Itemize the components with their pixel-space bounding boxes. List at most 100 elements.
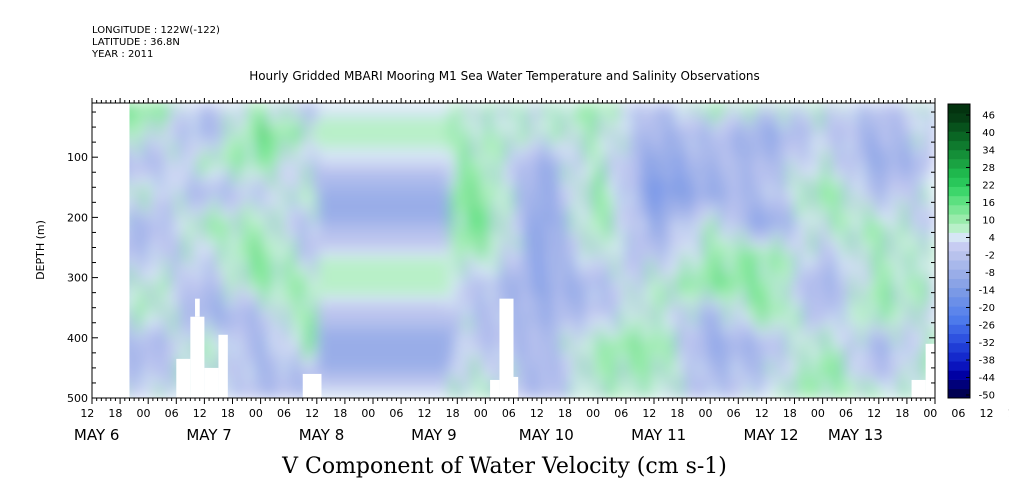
- heatmap-cell: [773, 353, 782, 362]
- heatmap-cell: [260, 375, 269, 384]
- heatmap-cell: [387, 176, 395, 185]
- heatmap-cell: [443, 132, 451, 141]
- heatmap-cell: [183, 265, 191, 274]
- heatmap-cell: [766, 316, 775, 325]
- heatmap-cell: [927, 198, 935, 207]
- heatmap-cell: [330, 331, 339, 340]
- heatmap-cell: [492, 169, 501, 178]
- heatmap-cell: [141, 117, 149, 126]
- heatmap-cell: [534, 147, 543, 156]
- heatmap-cell: [745, 309, 753, 318]
- heatmap-cell: [134, 287, 142, 296]
- heatmap-cell: [365, 324, 374, 333]
- heatmap-cell: [794, 154, 803, 163]
- heatmap-cell: [794, 198, 803, 207]
- heatmap-cell: [752, 139, 760, 148]
- heatmap-cell: [654, 294, 662, 303]
- heatmap-cell: [141, 191, 149, 200]
- heatmap-cell: [134, 361, 142, 370]
- heatmap-cell: [309, 184, 318, 193]
- heatmap-cell: [773, 235, 782, 244]
- heatmap-cell: [724, 361, 732, 370]
- heatmap-cell: [808, 302, 817, 311]
- heatmap-cell: [204, 302, 213, 311]
- heatmap-cell: [478, 250, 487, 259]
- heatmap-cell: [373, 125, 381, 134]
- heatmap-cell: [274, 228, 283, 237]
- heatmap-cell: [478, 331, 487, 340]
- heatmap-cell: [183, 132, 191, 141]
- heatmap-cell: [520, 221, 529, 229]
- heatmap-cell: [127, 390, 135, 398]
- heatmap-cell: [358, 169, 367, 178]
- heatmap-cell: [239, 243, 248, 252]
- heatmap-cell: [724, 339, 732, 347]
- heatmap-cell: [892, 361, 901, 370]
- heatmap-cell: [513, 339, 522, 347]
- heatmap-cell: [675, 125, 683, 134]
- heatmap-cell: [745, 339, 753, 347]
- heatmap-cell: [927, 206, 935, 215]
- heatmap-cell: [668, 272, 676, 281]
- heatmap-cell: [429, 139, 437, 148]
- heatmap-cell: [148, 309, 156, 318]
- heatmap-cell: [295, 353, 304, 362]
- heatmap-cell: [801, 324, 810, 333]
- heatmap-cell: [387, 221, 395, 229]
- heatmap-cell: [443, 265, 451, 274]
- heatmap-cell: [555, 375, 564, 384]
- heatmap-cell: [759, 316, 768, 325]
- heatmap-cell: [288, 117, 297, 126]
- heatmap-cell: [141, 302, 149, 311]
- heatmap-cell: [541, 390, 550, 398]
- heatmap-cell: [661, 272, 669, 281]
- heatmap-cell: [604, 368, 613, 377]
- heatmap-cell: [478, 368, 487, 377]
- heatmap-cell: [443, 191, 451, 200]
- heatmap-cell: [246, 103, 255, 111]
- heatmap-cell: [766, 221, 775, 229]
- heatmap-cell: [176, 147, 184, 156]
- heatmap-cell: [745, 206, 753, 215]
- heatmap-cell: [780, 265, 789, 274]
- heatmap-cell: [323, 139, 332, 148]
- heatmap-cell: [436, 294, 444, 303]
- heatmap-cell: [323, 361, 332, 370]
- heatmap-cell: [443, 375, 451, 384]
- heatmap-cell: [787, 294, 796, 303]
- heatmap-cell: [148, 162, 156, 170]
- heatmap-cell: [197, 221, 205, 229]
- heatmap-cell: [696, 316, 704, 325]
- heatmap-cell: [534, 103, 543, 111]
- heatmap-cell: [597, 265, 606, 274]
- heatmap-cell: [604, 110, 613, 119]
- heatmap-cell: [309, 324, 318, 333]
- heatmap-cell: [401, 139, 409, 148]
- heatmap-cell: [365, 110, 374, 119]
- heatmap-cell: [906, 316, 915, 325]
- heatmap-cell: [408, 162, 416, 170]
- heatmap-cell: [309, 221, 318, 229]
- heatmap-cell: [661, 316, 669, 325]
- heatmap-cell: [513, 213, 522, 222]
- heatmap-cell: [576, 191, 585, 200]
- heatmap-cell: [337, 361, 346, 370]
- heatmap-cell: [422, 324, 430, 333]
- heatmap-cell: [576, 198, 585, 207]
- heatmap-cell: [569, 132, 578, 141]
- heatmap-cell: [232, 265, 241, 274]
- heatmap-cell: [864, 361, 873, 370]
- heatmap-cell: [752, 110, 760, 119]
- heatmap-cell: [899, 169, 908, 178]
- heatmap-cell: [717, 375, 725, 384]
- heatmap-cell: [513, 250, 522, 259]
- heatmap-cell: [710, 169, 718, 178]
- heatmap-cell: [169, 346, 177, 355]
- heatmap-cell: [211, 125, 220, 134]
- heatmap-cell: [443, 316, 451, 325]
- heatmap-cell: [246, 250, 255, 259]
- heatmap-cell: [661, 346, 669, 355]
- heatmap-cell: [829, 132, 838, 141]
- heatmap-cell: [358, 228, 367, 237]
- heatmap-cell: [899, 324, 908, 333]
